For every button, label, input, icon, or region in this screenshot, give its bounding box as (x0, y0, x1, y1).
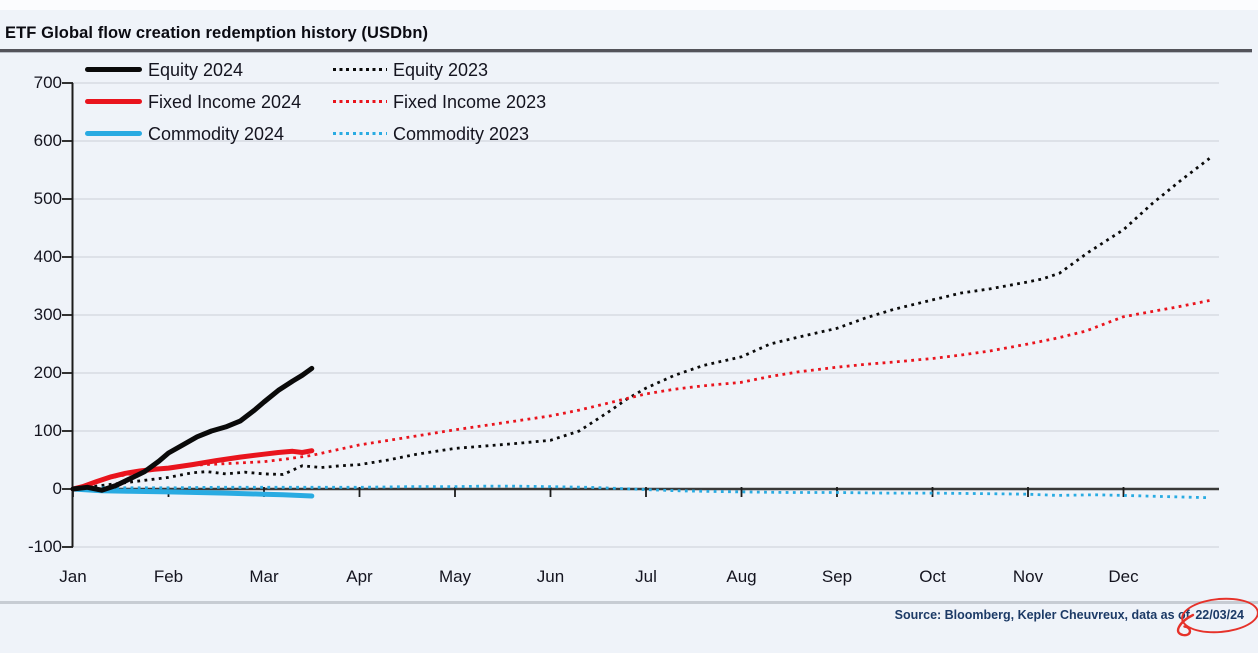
line-commodity-2024 (70, 486, 315, 499)
title-separator (0, 49, 1252, 52)
x-tick-label: Sep (821, 567, 853, 586)
x-tick-label: Jul (635, 567, 657, 586)
line-equity-2024 (70, 365, 315, 493)
x-tick-label: Nov (1012, 567, 1044, 586)
y-tick-label: 400 (33, 247, 62, 266)
x-tick-label: Apr (346, 567, 373, 586)
source-line: Source: Bloomberg, Kepler Cheuvreux, dat… (894, 594, 1258, 637)
legend-label-fixed-income-2024: Fixed Income 2024 (148, 91, 302, 112)
source-date: 22/03/24 (1177, 594, 1258, 637)
legend-label-fixed-income-2023: Fixed Income 2023 (393, 91, 547, 112)
chart-legend: Equity 2024 Equity 2023 Fixed Income 202… (85, 53, 546, 150)
line-equity-2023 (72, 157, 1211, 491)
legend-swatch-equity-2023 (333, 53, 387, 85)
chart-title: ETF Global flow creation redemption hist… (5, 24, 429, 42)
line-fixed-income-2024 (70, 448, 315, 492)
x-tick-label: Aug (726, 567, 757, 586)
legend-label-equity-2023: Equity 2023 (393, 59, 489, 80)
legend-swatch-fixed-income-2024 (85, 85, 142, 117)
source-text: Source: Bloomberg, Kepler Cheuvreux, dat… (894, 608, 1194, 622)
legend-swatch-commodity-2024 (85, 118, 142, 150)
y-tick-label: 0 (52, 479, 62, 498)
x-tick-label: Oct (919, 567, 946, 586)
legend-swatch-commodity-2023 (333, 118, 387, 150)
x-tick-label: Jan (59, 567, 87, 586)
y-tick-label: 100 (33, 421, 62, 440)
x-tick-label: Dec (1108, 567, 1139, 586)
line-fixed-income-2023 (72, 299, 1210, 491)
x-tick-label: Feb (153, 567, 184, 586)
title-separator-highlight (0, 51, 1252, 53)
y-tick-label: 700 (33, 73, 62, 92)
legend-swatch-fixed-income-2023 (333, 85, 387, 117)
x-tick-label: Mar (249, 567, 279, 586)
legend-label-commodity-2024: Commodity 2024 (148, 124, 285, 145)
y-tick-label: 200 (33, 363, 62, 382)
top-strip (0, 0, 1258, 10)
y-tick-label: 300 (33, 305, 62, 324)
y-tick-label: -100 (27, 537, 62, 556)
footer-separator (0, 601, 1258, 604)
line-commodity-2023 (72, 484, 1210, 500)
x-tick-label: Jun (536, 567, 565, 586)
legend-swatch-equity-2024 (85, 53, 142, 85)
legend-label-equity-2024: Equity 2024 (148, 59, 244, 80)
legend-label-commodity-2023: Commodity 2023 (393, 124, 530, 145)
x-tick-label: May (438, 567, 472, 586)
y-tick-label: 600 (33, 131, 62, 150)
source-date-text: 22/03/24 (1195, 608, 1244, 622)
y-tick-label: 500 (33, 189, 62, 208)
